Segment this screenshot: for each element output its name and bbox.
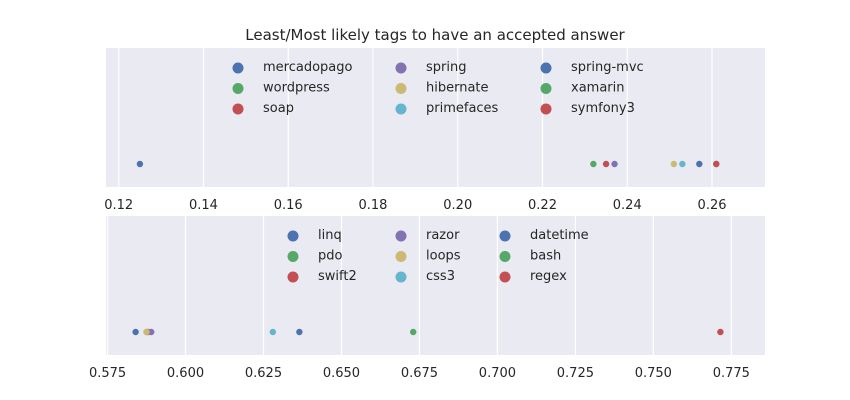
x-tick-label: 0.725	[557, 366, 594, 381]
legend-marker	[232, 83, 244, 94]
legend-label: swift2	[318, 269, 357, 284]
legend-label: primefaces	[426, 101, 499, 116]
data-point-razor	[148, 328, 155, 336]
x-tick-label: 0.16	[274, 198, 303, 213]
legend-marker	[287, 251, 299, 262]
x-tick-label: 0.14	[189, 198, 218, 213]
legend-marker	[499, 251, 511, 262]
legend-label: bash	[530, 249, 561, 264]
legend-marker	[232, 103, 244, 115]
legend-label: hibernate	[426, 81, 489, 96]
legend-marker	[395, 62, 407, 74]
data-point-loops	[143, 328, 150, 336]
legend-label: css3	[426, 269, 455, 284]
data-point-primefaces	[679, 160, 686, 168]
legend-label: symfony3	[571, 101, 635, 116]
legend-label: spring-mvc	[571, 60, 644, 75]
x-tick-label: 0.675	[401, 366, 438, 381]
x-tick-label: 0.700	[479, 366, 516, 381]
legend-label: wordpress	[263, 81, 330, 96]
legend-marker	[540, 103, 552, 115]
legend-marker	[499, 271, 511, 283]
data-point-css3	[269, 328, 277, 336]
legend-marker	[499, 230, 511, 242]
plot-background	[106, 216, 765, 355]
x-tick-label: 0.650	[323, 366, 360, 381]
legend-label: linq	[318, 228, 342, 243]
legend-label: loops	[426, 249, 461, 264]
x-tick-label: 0.625	[245, 366, 282, 381]
x-tick-label: 0.18	[359, 198, 388, 213]
legend-label: spring	[426, 60, 466, 75]
x-tick-label: 0.775	[713, 366, 750, 381]
data-point-regex	[717, 328, 724, 336]
legend-marker	[232, 62, 244, 74]
legend-marker	[540, 62, 552, 74]
data-point-hibernate	[670, 160, 678, 168]
chart-title: Least/Most likely tags to have an accept…	[245, 26, 625, 44]
plot-background	[106, 48, 765, 187]
x-tick-label: 0.26	[698, 198, 727, 213]
legend-label: xamarin	[571, 81, 625, 96]
legend-label: soap	[263, 101, 294, 116]
legend-label: mercadopago	[263, 60, 353, 75]
data-point-spring	[611, 160, 618, 168]
legend-label: razor	[426, 228, 460, 243]
x-tick-label: 0.20	[443, 198, 472, 213]
panel-1: 0.12 0.14 0.16 0.18 0.20 0.22 0.24 0.26 mercadop…	[104, 48, 765, 213]
x-tick-label: 0.22	[528, 198, 557, 213]
chart-panels: 0.12 0.14 0.16 0.18 0.20 0.22 0.24 0.26 mercadop…	[89, 48, 765, 381]
data-point-datetime	[296, 328, 303, 336]
legend-marker	[395, 83, 407, 94]
legend-marker	[287, 271, 299, 283]
data-point-symfony3	[713, 160, 720, 168]
legend-label: regex	[530, 269, 567, 284]
x-tick-label: 0.600	[167, 366, 204, 381]
legend-marker	[395, 230, 407, 242]
panel-2: 0.575 0.600 0.625 0.650 0.675 0.700 0.725 0.750…	[89, 216, 765, 381]
data-point-bash	[410, 328, 417, 336]
legend-marker	[540, 83, 552, 94]
data-point-mercadopago	[136, 160, 144, 168]
legend-label: datetime	[530, 228, 589, 243]
legend-marker	[395, 103, 407, 115]
x-tick-label: 0.750	[635, 366, 672, 381]
legend-marker	[395, 271, 407, 283]
data-point-wordpress	[590, 160, 597, 168]
x-tick-label: 0.24	[613, 198, 642, 213]
x-tick-label: 0.12	[104, 198, 133, 213]
x-tick-label: 0.575	[89, 366, 126, 381]
legend-marker	[287, 230, 299, 242]
data-point-linq	[132, 328, 139, 336]
legend-label: pdo	[318, 249, 343, 264]
data-point-spring-mvc	[696, 160, 703, 168]
legend-marker	[395, 251, 407, 262]
data-point-soap	[602, 160, 610, 168]
